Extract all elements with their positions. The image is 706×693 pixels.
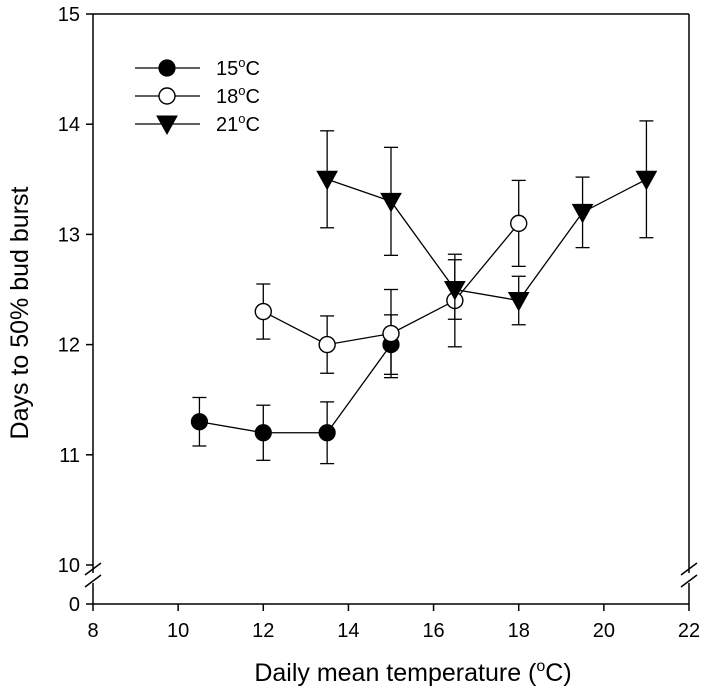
data-point	[571, 203, 594, 224]
legend-label-unit: C	[245, 86, 259, 108]
legend-label-value: 15	[216, 58, 238, 80]
x-tick-label: 8	[87, 620, 98, 642]
data-point	[635, 170, 658, 191]
axis-break-mark-right-1	[680, 562, 698, 576]
axes-layer: 10 11 12 13 14 15 08 10 12 14 16 18 20 22	[58, 4, 700, 642]
y-axis-label: Days to 50% bud burst	[6, 186, 34, 439]
x-tick-label: 18	[508, 620, 530, 642]
x-tick-label: 20	[593, 620, 615, 642]
series-21C	[316, 120, 658, 326]
legend-marker	[156, 115, 178, 136]
legend-marker	[158, 87, 176, 105]
x-axis-label-sup: o	[536, 658, 545, 675]
x-tick-label: 10	[167, 620, 189, 642]
data-point	[254, 424, 272, 442]
x-tick-label: 14	[337, 620, 359, 642]
data-point	[444, 281, 466, 301]
y-tick-label: 13	[58, 224, 80, 246]
y-tick-label: 14	[58, 114, 80, 136]
legend-label-unit: C	[245, 114, 259, 136]
data-point	[316, 170, 338, 191]
y-tick-label-zero: 0	[69, 594, 80, 616]
x-axis-label-end: C)	[545, 659, 571, 687]
data-point	[190, 413, 209, 431]
axis-break-mark-left-1	[84, 562, 102, 576]
legend-label-value: 21	[216, 114, 238, 136]
x-axis-label-main: Daily mean temperature (	[254, 659, 537, 687]
series-layer	[190, 120, 658, 465]
series-line	[199, 344, 392, 434]
data-point	[380, 192, 402, 213]
legend-label-sup: o	[238, 111, 245, 126]
series-line	[326, 178, 647, 302]
x-axis-label: Daily mean temperature (oC)	[254, 658, 571, 687]
legend-label-value: 18	[216, 86, 238, 108]
legend-label: 15oC	[216, 55, 260, 80]
legend-label-unit: C	[245, 58, 259, 80]
y-tick-label: 12	[58, 335, 80, 357]
axis-break-mark-left-2	[84, 574, 102, 588]
legend-label-sup: o	[238, 55, 245, 70]
x-tick-label: 22	[678, 620, 700, 642]
data-point	[318, 335, 336, 354]
legend-label: 21oC	[216, 111, 260, 136]
legend-marker	[158, 59, 176, 77]
y-tick-label: 11	[59, 445, 80, 467]
x-tick-label: 12	[252, 620, 274, 642]
data-point	[507, 292, 530, 312]
data-point	[382, 324, 400, 343]
data-point	[318, 424, 336, 442]
data-point	[254, 302, 272, 321]
data-point	[510, 214, 528, 233]
x-tick-label: 16	[422, 620, 444, 642]
legend-label: 18oC	[216, 83, 260, 108]
axis-break-mark-right-2	[680, 574, 698, 588]
y-tick-label: 15	[58, 4, 80, 26]
y-tick-label: 10	[58, 555, 80, 577]
legend-label-sup: o	[238, 83, 245, 98]
